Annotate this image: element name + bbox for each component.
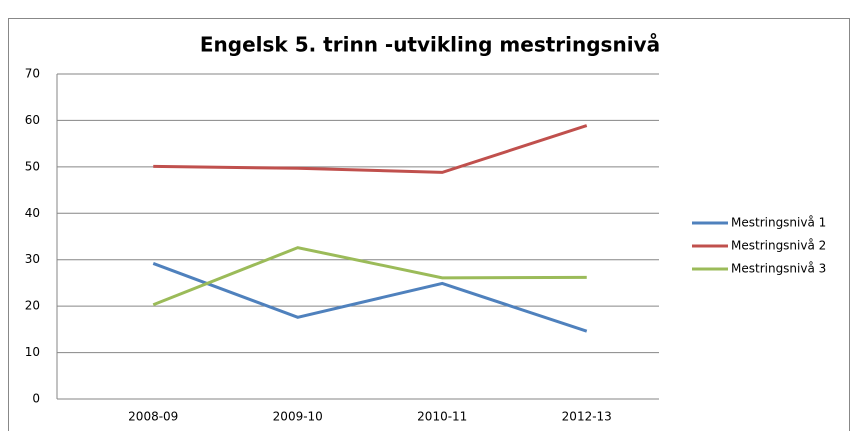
chart-border bbox=[8, 18, 850, 435]
legend-label: Mestringsnivå 1 bbox=[731, 216, 826, 230]
legend-label: Mestringsnivå 3 bbox=[731, 262, 826, 276]
y-tick-label: 10 bbox=[25, 345, 40, 359]
legend-label: Mestringsnivå 2 bbox=[731, 239, 826, 253]
series-line bbox=[153, 124, 588, 174]
y-tick-label: 60 bbox=[25, 113, 40, 127]
x-tick-label: 2009-10 bbox=[273, 410, 323, 424]
series-line bbox=[152, 246, 587, 307]
y-tick-label: 30 bbox=[25, 252, 40, 266]
y-tick-label: 50 bbox=[25, 159, 40, 173]
y-tick-label: 0 bbox=[32, 392, 40, 406]
x-tick-label: 2010-11 bbox=[417, 410, 467, 424]
x-tick-label: 2012-13 bbox=[562, 410, 612, 424]
series-line bbox=[152, 262, 588, 333]
y-tick-label: 40 bbox=[25, 206, 40, 220]
y-tick-label: 20 bbox=[25, 299, 40, 313]
x-tick-label: 2008-09 bbox=[128, 410, 178, 424]
chart-title: Engelsk 5. trinn -utvikling mestringsniv… bbox=[200, 33, 660, 57]
y-tick-label: 70 bbox=[25, 67, 40, 81]
